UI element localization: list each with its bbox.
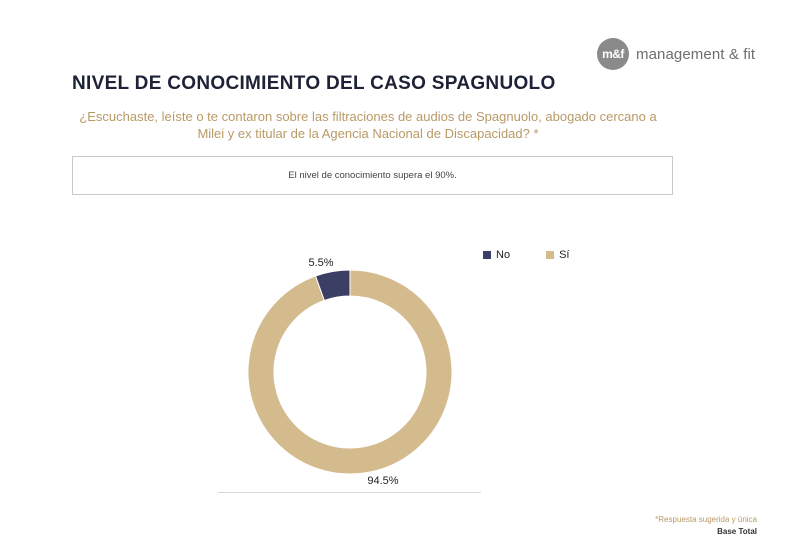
legend-swatch-no xyxy=(483,251,491,259)
data-label-no: 5.5% xyxy=(308,257,333,269)
footnote-response-type: *Respuesta sugerida y única xyxy=(655,515,757,524)
survey-question: ¿Escuchaste, leíste o te contaron sobre … xyxy=(79,109,657,141)
insight-text: El nivel de conocimiento supera el 90%. xyxy=(288,170,457,181)
footnote-base: Base Total xyxy=(717,527,757,536)
brand-name: management & fit xyxy=(636,45,756,63)
legend-label-si: Sí xyxy=(559,249,570,261)
brand-logo: m&f management & fit xyxy=(597,38,755,70)
footnote: *Respuesta sugerida y única Base Total xyxy=(655,514,757,538)
data-label-si: 94.5% xyxy=(367,475,398,487)
brand-mark-icon: m&f xyxy=(597,38,629,70)
donut-slice-si xyxy=(247,269,453,475)
chart-baseline xyxy=(218,492,481,493)
chart-legend: No Sí xyxy=(483,249,569,261)
donut-slices xyxy=(247,269,453,475)
legend-label-no: No xyxy=(496,249,511,261)
legend-swatch-si xyxy=(546,251,555,259)
page-title: NIVEL DE CONOCIMIENTO DEL CASO SPAGNUOLO xyxy=(72,73,556,94)
legend-item-no: No xyxy=(483,249,510,261)
insight-box: El nivel de conocimiento supera el 90%. xyxy=(72,156,673,195)
legend-item-si: Sí xyxy=(546,249,569,261)
